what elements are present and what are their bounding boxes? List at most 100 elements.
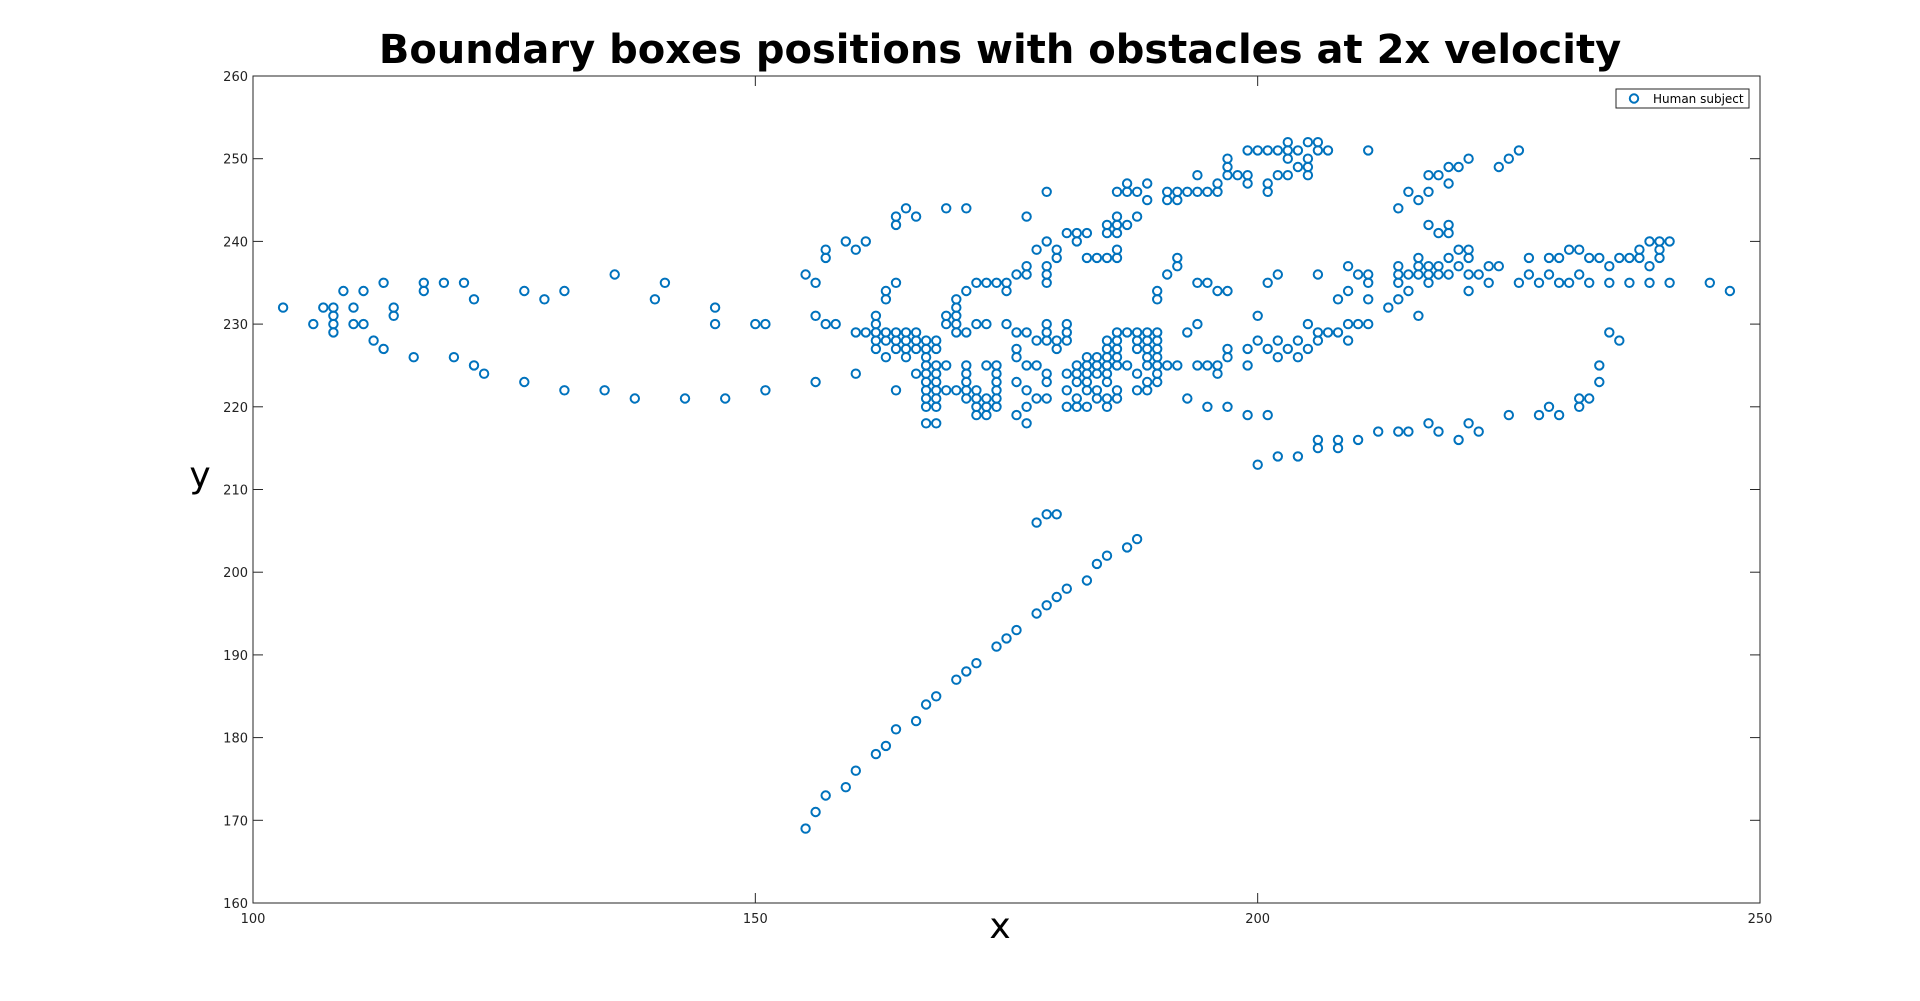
data-point bbox=[1242, 360, 1253, 371]
data-point bbox=[1262, 277, 1273, 288]
data-point bbox=[1021, 418, 1032, 429]
data-point bbox=[1142, 360, 1153, 371]
data-point bbox=[1182, 186, 1193, 198]
data-point bbox=[1011, 409, 1022, 421]
data-point bbox=[1262, 409, 1273, 421]
data-point bbox=[941, 318, 952, 330]
data-point bbox=[750, 318, 761, 330]
y-tick-label: 210 bbox=[223, 484, 248, 499]
data-point bbox=[1021, 385, 1032, 396]
data-point bbox=[981, 277, 992, 288]
data-point bbox=[1111, 393, 1123, 404]
x-tick-label: 100 bbox=[241, 912, 266, 927]
data-point bbox=[1242, 343, 1253, 355]
data-point bbox=[1393, 426, 1404, 437]
data-point bbox=[1373, 426, 1384, 437]
data-point bbox=[1332, 294, 1344, 305]
data-point bbox=[910, 715, 922, 727]
data-point bbox=[1131, 343, 1143, 355]
data-point bbox=[1081, 575, 1093, 586]
data-point bbox=[1664, 236, 1675, 247]
data-point bbox=[1443, 178, 1454, 189]
data-point bbox=[880, 740, 892, 752]
data-point bbox=[971, 409, 982, 421]
data-point bbox=[1433, 269, 1444, 280]
data-point bbox=[1152, 376, 1163, 388]
data-point bbox=[1322, 327, 1334, 338]
data-point bbox=[1121, 542, 1133, 553]
y-tick-label: 170 bbox=[223, 814, 248, 829]
data-point bbox=[1131, 186, 1143, 198]
data-point bbox=[1443, 252, 1454, 264]
data-point bbox=[850, 327, 861, 338]
data-point bbox=[478, 368, 490, 379]
data-point bbox=[1322, 145, 1334, 156]
legend-marker-icon bbox=[1628, 93, 1640, 104]
data-point bbox=[920, 699, 932, 710]
data-point bbox=[920, 401, 932, 412]
data-point bbox=[1302, 170, 1314, 181]
data-point bbox=[1594, 252, 1605, 264]
data-point bbox=[438, 277, 450, 288]
data-point bbox=[1574, 401, 1585, 412]
data-point bbox=[1332, 442, 1344, 454]
data-point bbox=[368, 335, 379, 346]
data-point bbox=[1021, 211, 1032, 222]
data-point bbox=[1041, 376, 1052, 388]
data-point bbox=[408, 352, 419, 363]
data-point bbox=[1182, 393, 1193, 404]
data-points bbox=[277, 137, 1736, 834]
data-point bbox=[1091, 368, 1103, 379]
data-point bbox=[1001, 285, 1012, 297]
data-point bbox=[1142, 385, 1153, 396]
data-point bbox=[1624, 277, 1635, 288]
data-point bbox=[1272, 451, 1284, 462]
data-point bbox=[981, 318, 992, 330]
data-point bbox=[1644, 236, 1655, 247]
data-point bbox=[850, 244, 861, 255]
data-point bbox=[981, 360, 992, 371]
data-point bbox=[1704, 277, 1716, 288]
data-point bbox=[1614, 252, 1625, 264]
data-point bbox=[910, 211, 922, 222]
data-point bbox=[1312, 145, 1324, 156]
data-point bbox=[659, 277, 671, 288]
data-point bbox=[951, 327, 962, 338]
data-point bbox=[1222, 352, 1233, 363]
data-point bbox=[1513, 277, 1525, 288]
data-point bbox=[1111, 186, 1123, 198]
data-point bbox=[890, 385, 902, 396]
data-point bbox=[1101, 252, 1113, 264]
data-point bbox=[1363, 277, 1374, 288]
data-point bbox=[1021, 360, 1032, 371]
data-point bbox=[1453, 161, 1464, 173]
x-tick-label: 200 bbox=[1245, 912, 1270, 927]
data-point bbox=[1483, 277, 1494, 288]
data-point bbox=[1463, 269, 1474, 280]
data-point bbox=[1061, 368, 1073, 379]
data-point bbox=[820, 318, 831, 330]
data-point bbox=[1041, 236, 1052, 247]
data-point bbox=[810, 277, 821, 288]
data-point bbox=[840, 782, 851, 793]
data-point bbox=[961, 666, 972, 677]
data-point bbox=[1423, 186, 1434, 198]
data-point bbox=[1584, 393, 1595, 404]
plot-area bbox=[252, 75, 1761, 904]
data-point bbox=[1443, 269, 1454, 280]
data-point bbox=[1202, 401, 1213, 412]
data-point bbox=[328, 327, 339, 338]
data-point bbox=[1403, 285, 1414, 297]
data-point bbox=[1162, 194, 1173, 206]
data-point bbox=[1403, 269, 1414, 280]
data-point bbox=[910, 368, 922, 379]
data-point bbox=[1553, 252, 1565, 264]
data-point bbox=[1172, 194, 1183, 206]
data-point bbox=[1131, 533, 1143, 545]
y-tick-label: 220 bbox=[223, 401, 248, 416]
data-point bbox=[1272, 352, 1284, 363]
data-point bbox=[1503, 153, 1515, 164]
data-point bbox=[1493, 261, 1505, 272]
data-point bbox=[1021, 327, 1032, 338]
